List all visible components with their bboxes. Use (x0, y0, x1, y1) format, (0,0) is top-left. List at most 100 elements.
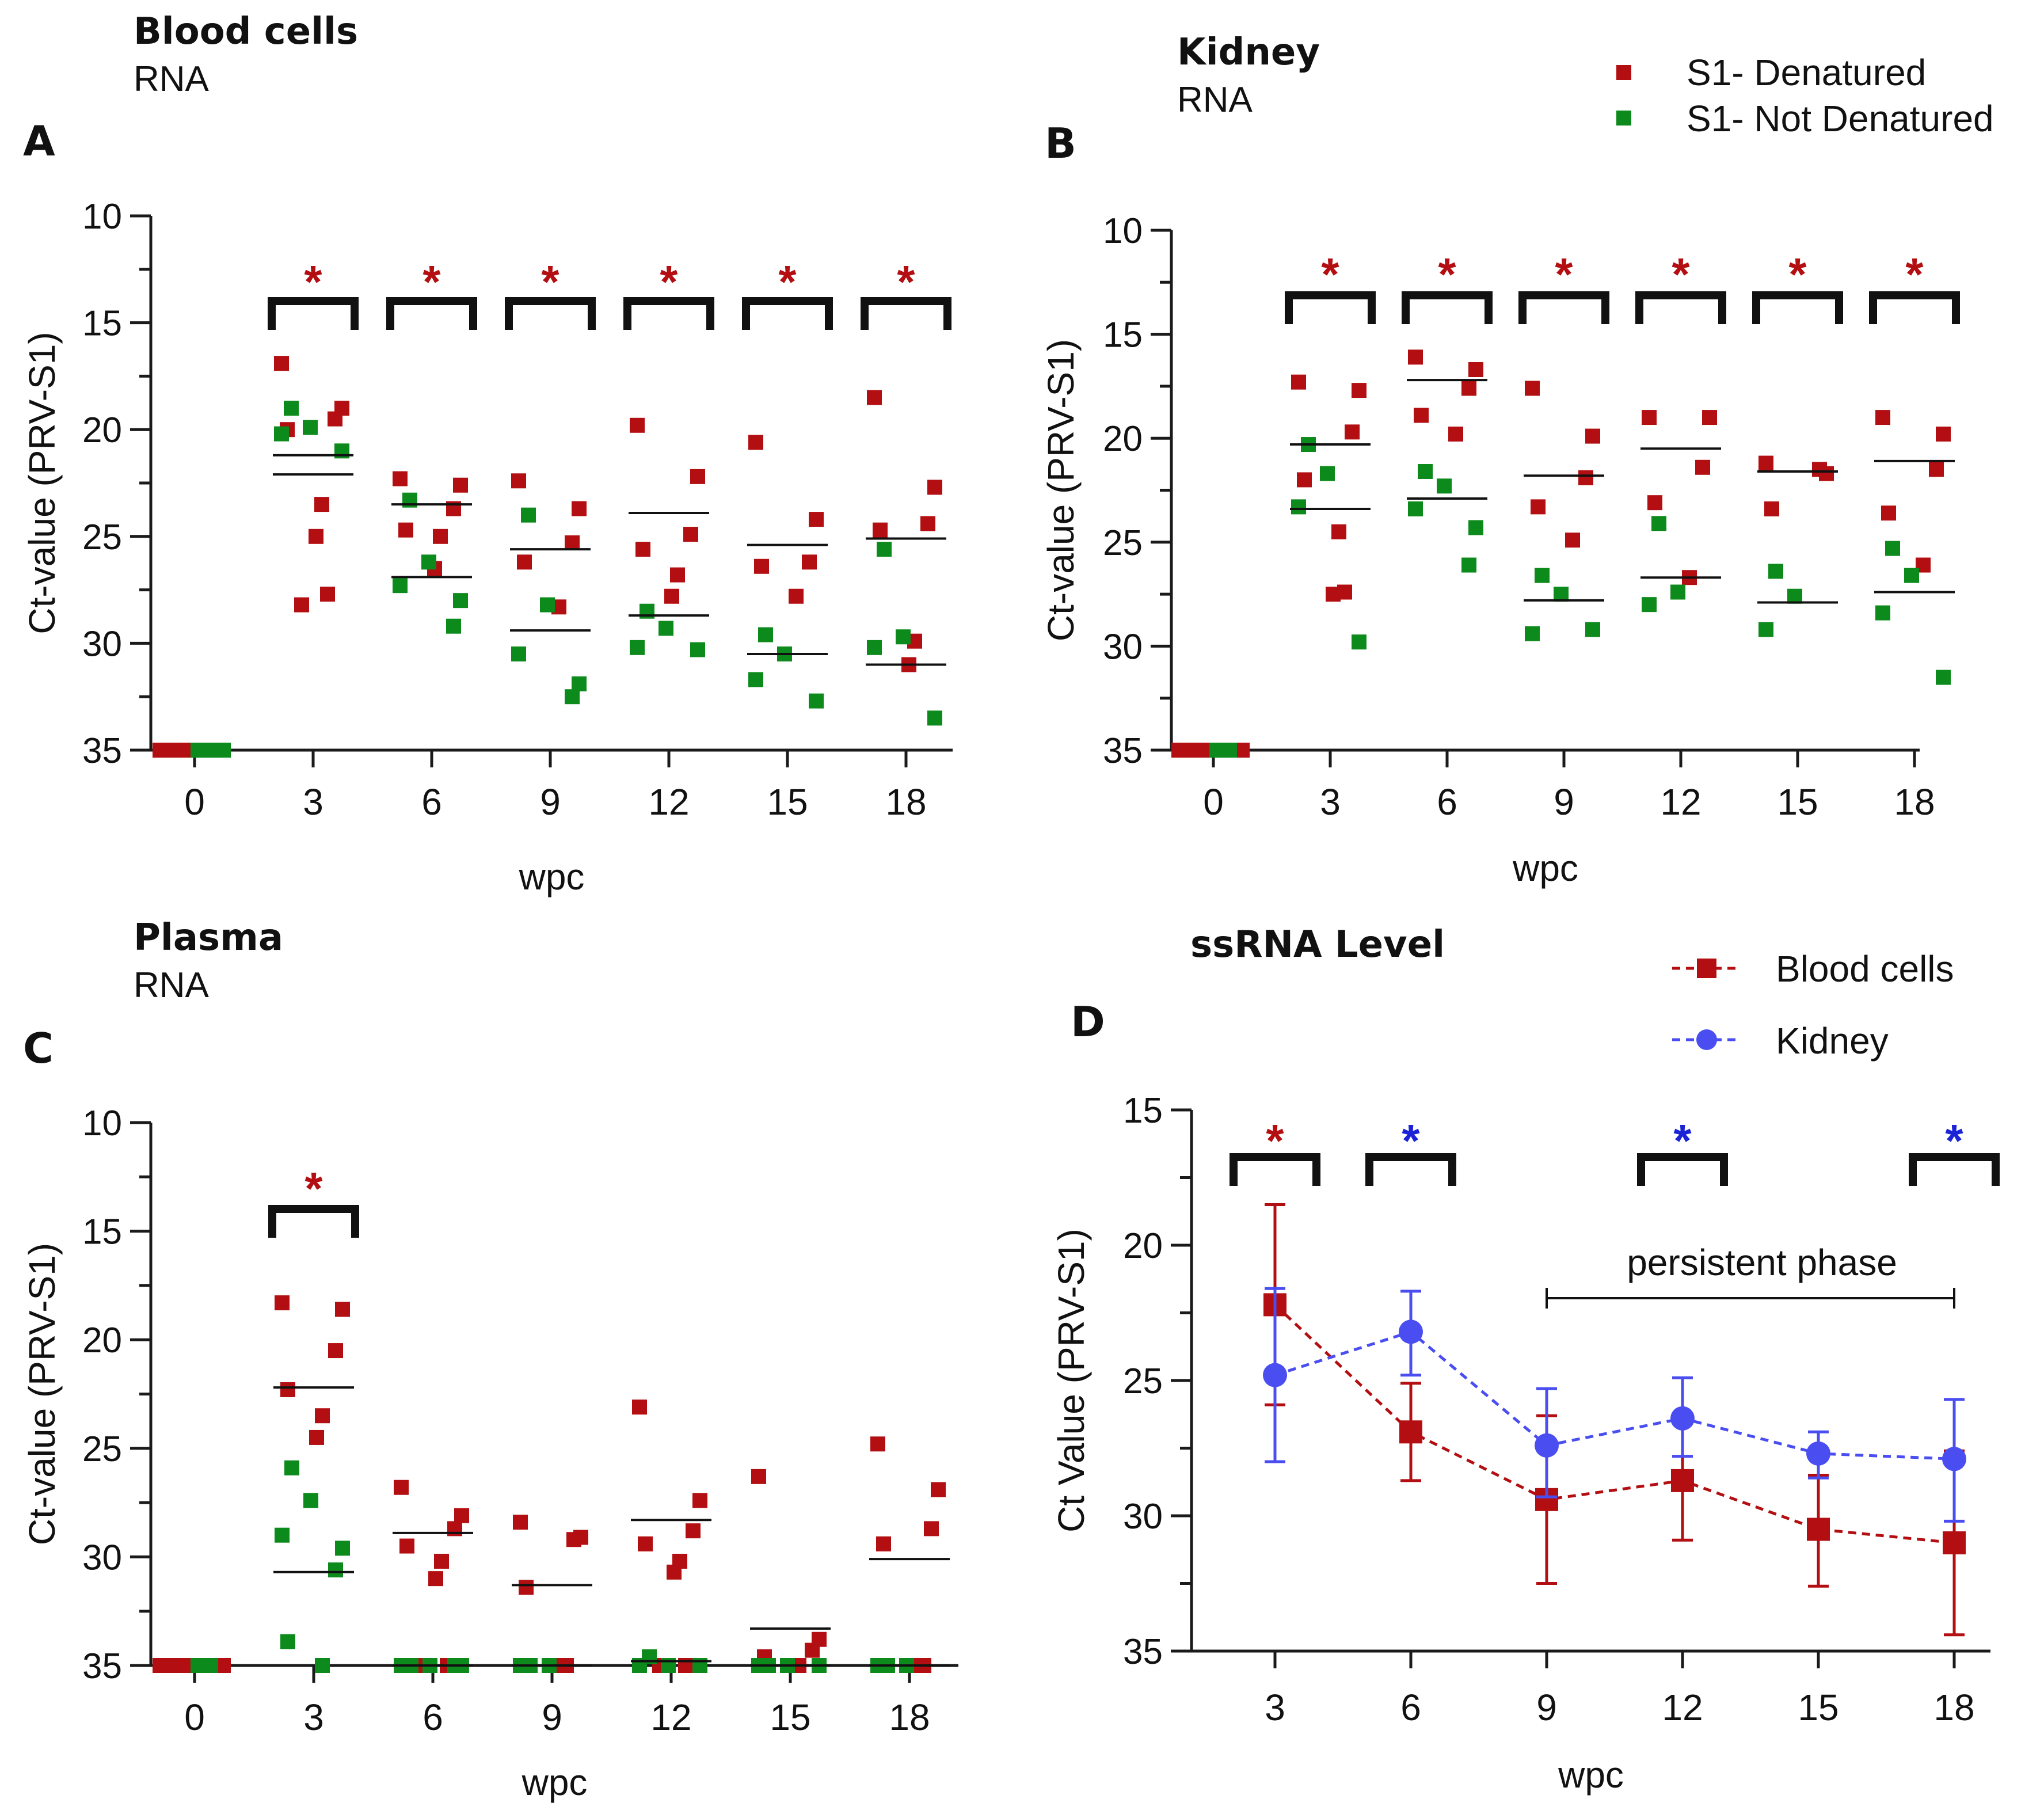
point-denatured (1525, 381, 1540, 396)
point-not-denatured (303, 420, 318, 435)
point-not-denatured (1787, 588, 1802, 604)
point-denatured (511, 473, 526, 489)
point-not-denatured (809, 693, 824, 709)
significance-bracket (505, 297, 596, 330)
y-axis-title: Ct-value (PRV-S1) (21, 1243, 63, 1545)
kidney-point (1806, 1441, 1830, 1466)
x-tick-label: 6 (1400, 1687, 1421, 1728)
panel-d-title: ssRNA Level (1190, 923, 1445, 966)
legend-not-denatured-marker (1616, 111, 1631, 126)
point-not-denatured (1758, 622, 1773, 637)
point-not-denatured (1408, 501, 1423, 517)
point-denatured (664, 588, 679, 604)
significance-star: * (1266, 1115, 1284, 1166)
x-tick-label: 15 (770, 1697, 810, 1738)
y-tick-label: 10 (1103, 211, 1143, 251)
point-not-denatured (511, 646, 526, 661)
y-tick-label: 25 (82, 518, 122, 557)
point-not-denatured (393, 578, 408, 594)
point-not-denatured (446, 618, 461, 634)
significance-star: * (1402, 1115, 1420, 1166)
point-denatured (153, 743, 168, 758)
x-tick-label: 18 (885, 781, 926, 823)
y-tick-label: 15 (1103, 315, 1143, 355)
point-not-denatured (565, 689, 580, 705)
point-denatured (1184, 743, 1199, 758)
point-denatured (1448, 426, 1463, 442)
point-not-denatured (274, 426, 289, 442)
point-not-denatured (203, 743, 218, 758)
point-denatured (428, 1571, 443, 1587)
blood-cells-point (1671, 1469, 1694, 1492)
y-tick-label: 35 (1103, 731, 1143, 771)
y-tick-label: 20 (1123, 1226, 1163, 1266)
x-tick-label: 9 (1536, 1687, 1557, 1728)
x-tick-label: 9 (542, 1697, 562, 1738)
annotation-persistent-phase: persistent phase (1627, 1242, 1897, 1283)
significance-bracket (1635, 291, 1726, 324)
panel-c-plot: 10 15 20 25 30 35 0 3 6 9 12 15 18 Ct-value (PRV-S1) w… (21, 1104, 958, 1803)
point-not-denatured (280, 1634, 295, 1649)
panel-a-label: A (23, 117, 55, 165)
significance-bracket (268, 297, 359, 330)
point-not-denatured (540, 597, 555, 613)
point-denatured (667, 1564, 682, 1580)
significance-star: * (1945, 1115, 1963, 1166)
significance-bracket (1869, 291, 1960, 324)
x-tick-label: 12 (650, 1697, 691, 1738)
kidney-point (1670, 1406, 1695, 1431)
point-denatured (453, 477, 468, 493)
point-denatured (1408, 349, 1423, 365)
x-axis-title: wpc (1512, 847, 1578, 889)
point-denatured (1171, 743, 1186, 758)
significance-bracket (1285, 291, 1376, 324)
x-tick-label: 3 (1265, 1687, 1285, 1728)
kidney-point (1263, 1363, 1287, 1387)
point-denatured (1297, 472, 1312, 488)
y-tick-label: 10 (82, 197, 122, 237)
significance-star: * (1788, 249, 1807, 300)
point-not-denatured (1352, 634, 1367, 650)
x-tick-label: 0 (184, 781, 205, 823)
point-not-denatured (630, 640, 645, 655)
point-not-denatured (275, 1527, 290, 1543)
significance-star: * (1905, 249, 1924, 300)
point-denatured (1875, 410, 1890, 425)
point-denatured (1758, 455, 1773, 471)
blood-cells-point (1807, 1518, 1830, 1541)
y-tick-label: 25 (82, 1429, 122, 1469)
point-not-denatured (927, 710, 942, 726)
point-denatured (1702, 410, 1717, 425)
y-tick-label: 10 (82, 1104, 122, 1143)
significance-star: * (897, 256, 915, 307)
point-denatured (165, 743, 180, 758)
point-denatured (309, 1429, 324, 1445)
significance-bracket (1365, 1153, 1456, 1186)
point-not-denatured (284, 401, 299, 416)
point-denatured (924, 1521, 939, 1537)
significance-star: * (541, 256, 559, 307)
point-denatured (683, 527, 698, 542)
point-denatured (294, 597, 309, 613)
panel-b-subtitle: RNA (1177, 80, 1253, 120)
y-tick-label: 15 (82, 304, 122, 344)
point-denatured (927, 480, 942, 495)
point-not-denatured (521, 507, 536, 523)
point-denatured (165, 1658, 180, 1673)
point-denatured (690, 469, 705, 484)
point-denatured (870, 1436, 885, 1452)
point-denatured (1647, 495, 1662, 511)
significance-bracket (1402, 291, 1493, 324)
significance-bracket (1230, 1153, 1320, 1186)
x-tick-label: 3 (303, 1697, 324, 1738)
point-denatured (873, 522, 888, 538)
panel-a-subtitle: RNA (134, 59, 210, 99)
legend-not-denatured-label: S1- Not Denatured (1687, 98, 1994, 139)
significance-bracket (1637, 1153, 1728, 1186)
point-denatured (1531, 499, 1546, 515)
significance-star: * (778, 256, 797, 307)
x-tick-label: 9 (1554, 781, 1574, 823)
point-denatured (565, 535, 580, 550)
point-denatured (630, 417, 645, 433)
point-denatured (393, 471, 408, 486)
